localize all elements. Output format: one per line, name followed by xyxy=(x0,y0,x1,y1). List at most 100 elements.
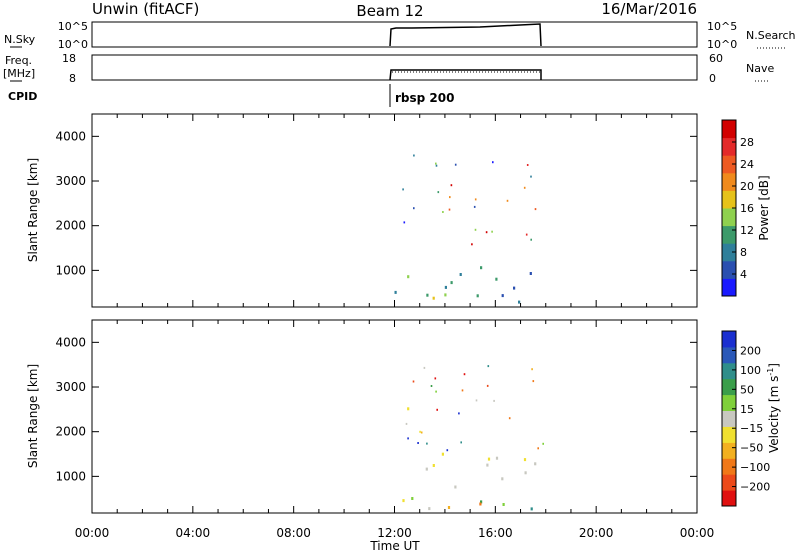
range-time-cell xyxy=(474,198,477,201)
x-tick-label: 00:00 xyxy=(680,526,715,540)
range-time-cell xyxy=(473,205,476,208)
range-time-cell xyxy=(471,243,473,246)
time-axis-label: Time UT xyxy=(369,539,420,553)
nsky-panel-frame xyxy=(91,21,698,48)
power-panel: 1000 2000 3000 4000 Slant Range [km] xyxy=(26,113,698,308)
range-time-cell xyxy=(524,471,527,475)
colorbar-tick-label: 12 xyxy=(740,224,754,237)
range-time-cell xyxy=(475,399,478,402)
range-time-cell xyxy=(526,164,529,166)
range-time-cell xyxy=(506,199,509,202)
range-time-cell xyxy=(532,380,535,383)
colorbar-tick-label: 4 xyxy=(740,268,747,281)
freq-tick-low: 8 xyxy=(69,72,76,85)
y-tick-label: 1000 xyxy=(55,263,86,277)
range-time-cell xyxy=(485,231,488,234)
range-time-cell xyxy=(402,188,404,191)
colorbar-segment xyxy=(722,474,736,491)
x-tick-label: 00:00 xyxy=(75,526,110,540)
range-time-cell xyxy=(476,294,479,298)
velocity-panel: 1000 2000 3000 4000 Slant Range [km] xyxy=(26,319,698,514)
range-time-cell xyxy=(486,463,489,467)
range-time-cell xyxy=(442,211,444,213)
range-time-cell xyxy=(501,477,504,481)
range-time-cell xyxy=(419,430,421,433)
velocity-colorbar: 200 100 50 15 −15 −50 −100 −200 xyxy=(721,330,770,507)
range-time-cell xyxy=(407,437,409,440)
range-time-cell xyxy=(480,266,483,270)
range-time-cell xyxy=(459,273,462,276)
range-time-cell xyxy=(537,447,539,450)
range-time-cell xyxy=(434,377,437,380)
range-time-cell xyxy=(412,380,415,383)
colorbar-segment xyxy=(722,490,736,507)
range-time-cell xyxy=(446,449,449,452)
colorbar-segment xyxy=(722,346,736,364)
y-tick-label: 2000 xyxy=(55,219,86,233)
colorbar-tick-label: 24 xyxy=(740,158,754,171)
time-axis: 00:00 04:00 08:00 12:00 16:00 20:00 00:00 xyxy=(75,526,715,540)
range-time-cell xyxy=(426,442,428,445)
colorbar-segment xyxy=(722,426,736,443)
colorbar-tick-label: −200 xyxy=(740,481,770,494)
range-time-cell xyxy=(480,500,483,504)
power-frame xyxy=(91,113,698,308)
power-axes: 1000 2000 3000 4000 xyxy=(55,114,698,307)
range-time-cell xyxy=(461,389,464,392)
colorbar-segment xyxy=(722,208,736,227)
x-tick-label: 08:00 xyxy=(276,526,311,540)
range-time-cell xyxy=(447,506,451,509)
range-time-cell xyxy=(530,175,532,178)
nsky-tick-high: 10^5 xyxy=(58,20,88,33)
x-tick-label: 04:00 xyxy=(176,526,211,540)
range-time-cell xyxy=(474,228,477,231)
velocity-data xyxy=(402,365,544,511)
range-time-cell xyxy=(479,502,482,506)
range-time-cell xyxy=(463,373,466,376)
range-time-cell xyxy=(454,485,457,489)
date-title: 16/Mar/2016 xyxy=(601,0,697,18)
nsky-tick-low: 10^0 xyxy=(58,38,88,51)
range-time-cell xyxy=(534,208,537,211)
range-time-cell xyxy=(525,233,528,236)
nsearch-label: N.Search xyxy=(746,29,796,42)
range-time-cell xyxy=(450,281,453,285)
range-time-cell xyxy=(435,390,437,393)
freq-panel-frame xyxy=(91,54,698,81)
range-time-cell xyxy=(435,162,437,165)
range-time-cell xyxy=(436,408,438,411)
range-time-cell xyxy=(450,184,453,187)
y-tick-label: 2000 xyxy=(55,425,86,439)
colorbar-segment xyxy=(722,362,736,380)
colorbar-segment xyxy=(722,331,736,348)
colorbar-segment xyxy=(722,442,736,459)
range-time-cell xyxy=(454,163,457,166)
range-time-cell xyxy=(407,407,410,411)
colorbar-segment xyxy=(722,225,736,244)
colorbar-tick-label: 100 xyxy=(740,364,761,377)
range-time-cell xyxy=(486,384,489,387)
colorbar-segment xyxy=(722,394,736,411)
range-time-cell xyxy=(444,285,447,289)
range-time-cell xyxy=(493,399,495,402)
y-tick-label: 3000 xyxy=(55,174,86,188)
range-time-cell xyxy=(458,412,460,415)
nsearch-tick-high: 10^5 xyxy=(707,20,737,33)
colorbar-segment xyxy=(722,458,736,475)
range-time-cell xyxy=(495,456,499,460)
range-time-cell xyxy=(441,452,444,456)
range-time-cell xyxy=(534,462,537,466)
range-time-cell xyxy=(501,294,504,298)
colorbar-segment xyxy=(722,243,736,262)
y-tick-label: 4000 xyxy=(55,335,86,349)
cpid-label: CPID xyxy=(8,90,37,103)
colorbar-segment xyxy=(722,260,736,279)
range-time-cell xyxy=(523,186,526,189)
range-time-cell xyxy=(411,497,414,500)
range-time-cell xyxy=(460,441,462,444)
range-time-cell xyxy=(531,368,533,371)
y-tick-label: 1000 xyxy=(55,469,86,483)
range-time-cell xyxy=(491,230,493,233)
range-time-cell xyxy=(405,422,408,425)
power-ylabel: Slant Range [km] xyxy=(26,158,40,262)
